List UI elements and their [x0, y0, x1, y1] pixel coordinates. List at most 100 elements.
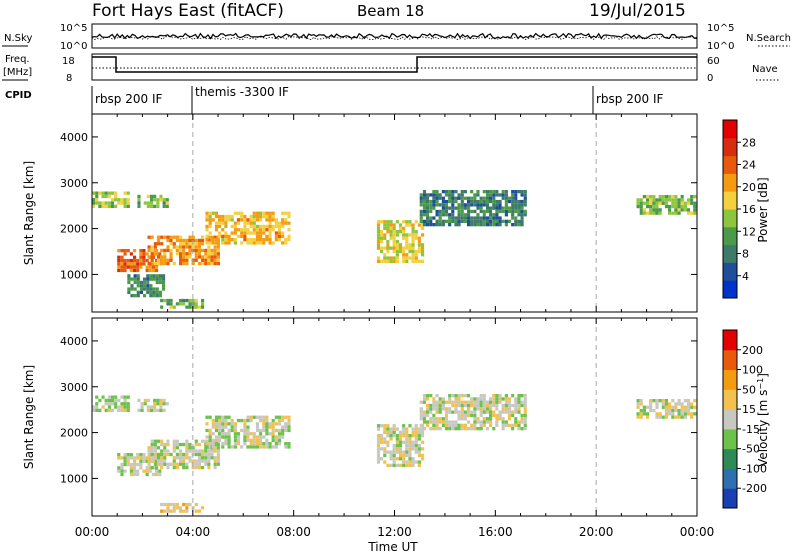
scatter-cell: [221, 415, 225, 419]
scatter-cell: [411, 226, 415, 230]
scatter-cell: [213, 248, 217, 253]
scatter-cell: [262, 418, 266, 423]
scatter-cell: [194, 509, 198, 513]
scatter-cell: [120, 265, 124, 269]
scatter-cell: [444, 417, 449, 421]
scatter-cell: [130, 294, 134, 298]
scatter-cell: [123, 249, 127, 253]
scatter-cell: [432, 397, 436, 401]
scatter-cell: [240, 241, 244, 245]
scatter-cell: [214, 228, 219, 232]
scatter-cell: [287, 425, 291, 429]
scatter-cell: [671, 204, 675, 209]
scatter-cell: [156, 235, 161, 239]
scatter-cell: [380, 457, 384, 461]
x-tick-label: 04:00: [176, 525, 211, 539]
scatter-cell: [271, 418, 275, 423]
scatter-cell: [179, 449, 183, 453]
scatter-cell: [376, 230, 381, 234]
scatter-cell: [259, 234, 263, 238]
scatter-cell: [137, 194, 141, 199]
scatter-cell: [392, 233, 396, 237]
scatter-cell: [395, 246, 399, 250]
scatter-cell: [153, 261, 157, 266]
scatter-cell: [142, 252, 146, 256]
scatter-cell: [155, 265, 159, 269]
scatter-cell: [454, 423, 458, 427]
scatter-cell: [277, 422, 282, 426]
scatter-cell: [197, 261, 202, 266]
scatter-cell: [224, 418, 228, 423]
scatter-cell: [435, 190, 439, 194]
scatter-cell: [160, 261, 164, 266]
scatter-cell: [422, 417, 427, 421]
scatter-cell: [402, 440, 406, 444]
scatter-cell: [460, 403, 464, 408]
scatter-cell: [495, 209, 499, 214]
scatter-cell: [162, 204, 166, 208]
scatter-cell: [383, 430, 387, 434]
scatter-cell: [389, 256, 393, 260]
scatter-cell: [426, 216, 430, 220]
scatter-cell: [422, 199, 427, 204]
scatter-cell: [259, 231, 263, 235]
scatter-cell: [395, 239, 399, 244]
scatter-cell: [194, 238, 198, 243]
scatter-cell: [411, 463, 415, 467]
scatter-cell: [485, 417, 490, 421]
scatter-cell: [411, 434, 415, 438]
scatter-cell: [411, 236, 415, 240]
scatter-cell: [156, 462, 161, 466]
scatter-cell: [658, 211, 662, 215]
scatter-cell: [262, 445, 266, 449]
scatter-cell: [179, 298, 183, 303]
scatter-cell: [204, 261, 208, 266]
scatter-cell: [432, 203, 436, 207]
scatter-cell: [149, 290, 153, 294]
scatter-cell: [473, 420, 477, 424]
scatter-cell: [683, 201, 687, 205]
scatter-cell: [414, 447, 418, 451]
scatter-cell: [489, 417, 493, 421]
scatter-cell: [507, 410, 512, 414]
scatter-cell: [224, 432, 228, 436]
scatter-cell: [422, 190, 427, 194]
scatter-cell: [444, 420, 449, 424]
scatter-cell: [495, 190, 499, 194]
scatter-cell: [277, 224, 282, 229]
scatter-cell: [460, 423, 464, 427]
scatter-cell: [520, 199, 524, 204]
scatter-cell: [281, 211, 285, 215]
scatter-cell: [419, 423, 423, 427]
scatter-cell: [155, 294, 159, 298]
scatter-cell: [376, 236, 381, 240]
scatter-cell: [392, 259, 396, 263]
scatter-cell: [271, 214, 275, 219]
scatter-cell: [489, 403, 493, 408]
scatter-cell: [274, 221, 278, 225]
scatter-cell: [674, 402, 678, 406]
scatter-cell: [511, 190, 515, 194]
scatter-cell: [636, 412, 640, 416]
scatter-cell: [386, 450, 390, 454]
scatter-cell: [389, 220, 393, 224]
scatter-cell: [110, 204, 115, 208]
scatter-cell: [160, 305, 164, 309]
scatter-cell: [133, 462, 137, 467]
scatter-cell: [677, 204, 681, 209]
scatter-cell: [153, 405, 157, 409]
scatter-cell: [392, 453, 396, 458]
scatter-cell: [182, 258, 186, 262]
scatter-cell: [501, 423, 505, 427]
scatter-cell: [476, 190, 480, 194]
scatter-cell: [107, 201, 111, 205]
scatter-cell: [473, 193, 477, 197]
scatter-cell: [523, 196, 527, 200]
scatter-cell: [265, 425, 269, 429]
scatter-cell: [114, 405, 118, 409]
scatter-cell: [395, 443, 399, 448]
scatter-cell: [664, 195, 669, 199]
scatter-cell: [693, 201, 697, 205]
scatter-cell: [419, 203, 423, 207]
scatter-cell: [498, 199, 502, 204]
